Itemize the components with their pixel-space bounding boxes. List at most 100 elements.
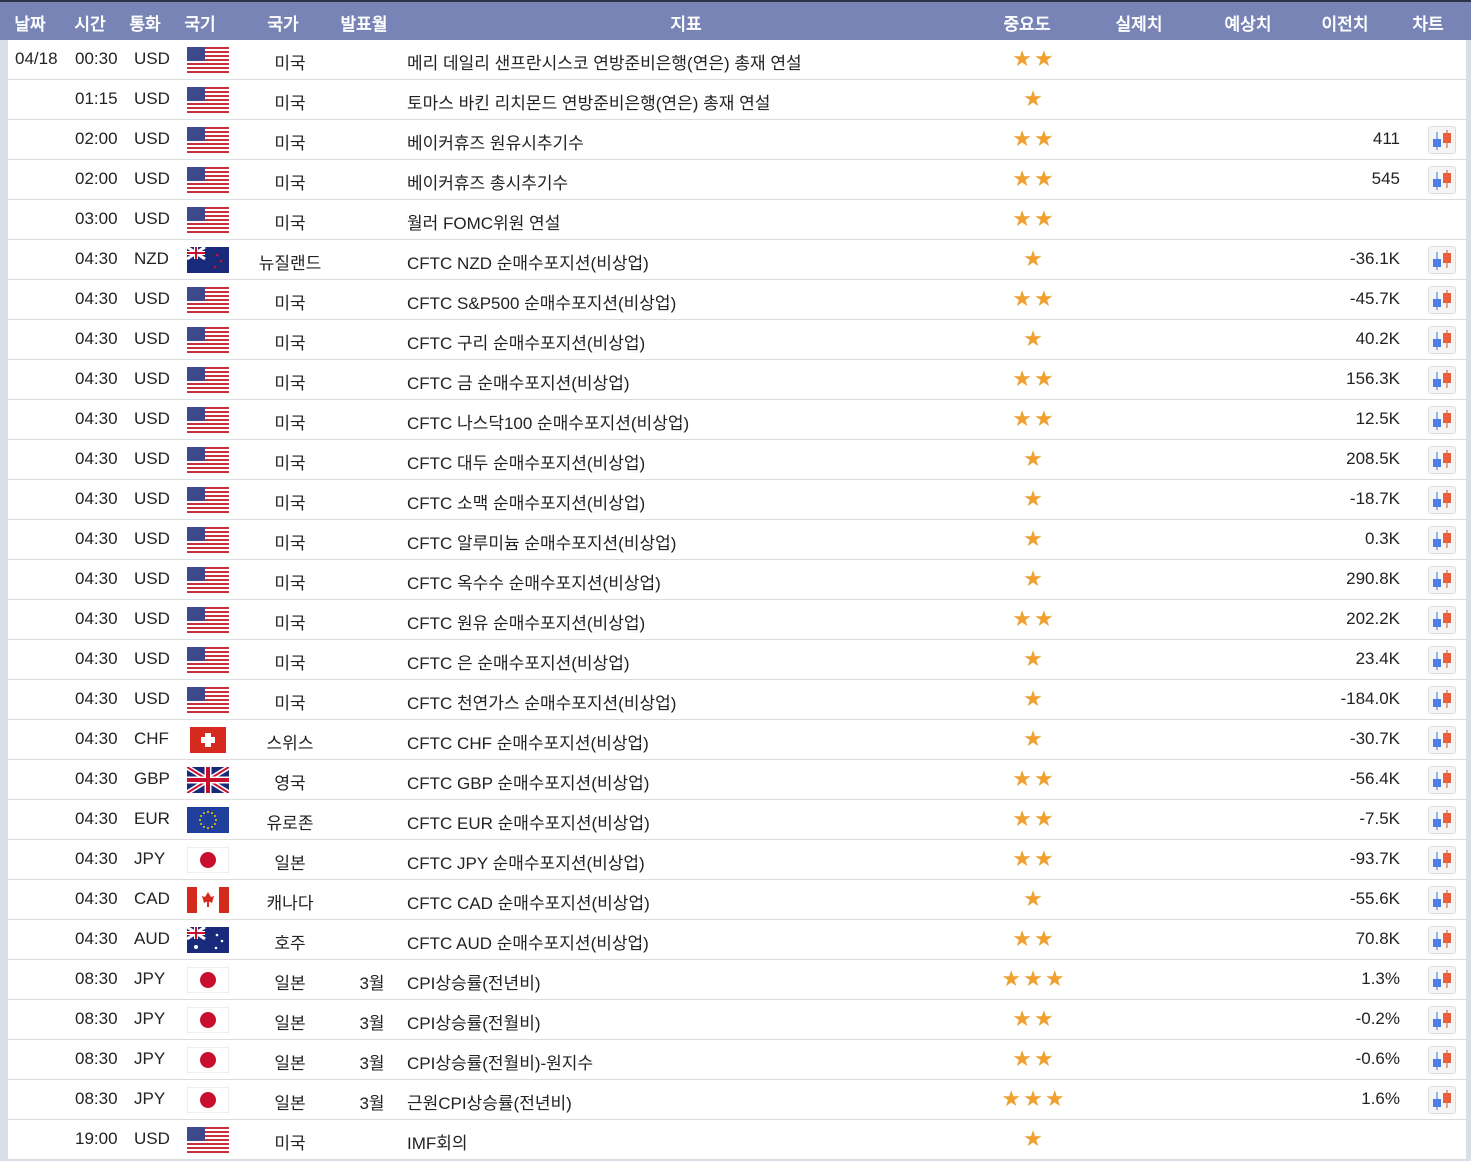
chart-button[interactable] — [1428, 646, 1456, 674]
chart-button[interactable] — [1428, 806, 1456, 834]
importance-stars-icon: ★★ — [1012, 846, 1056, 871]
flag-jp-icon — [187, 967, 229, 993]
table-row[interactable]: 04:30 JPY 일본 CFTC JPY 순매수포지션(비상업) ★★ -93… — [8, 840, 1466, 880]
chart-button[interactable] — [1428, 926, 1456, 954]
chart-button[interactable] — [1428, 966, 1456, 994]
table-row[interactable]: 04:30 USD 미국 CFTC 원유 순매수포지션(비상업) ★★ 202.… — [8, 600, 1466, 640]
indicator-link[interactable]: CFTC 옥수수 순매수포지션(비상업) — [407, 574, 661, 593]
table-row[interactable]: 04/18 00:30 USD 미국 메리 데일리 샌프란시스코 연방준비은행(… — [8, 40, 1466, 80]
table-row[interactable]: 04:30 NZD 뉴질랜드 CFTC NZD 순매수포지션(비상업) ★ -3… — [8, 240, 1466, 280]
indicator-link[interactable]: CPI상승률(전월비)-원지수 — [407, 1054, 594, 1073]
table-row[interactable]: 08:30 JPY 일본 3월 CPI상승률(전월비)-원지수 ★★ -0.6% — [8, 1040, 1466, 1080]
table-row[interactable]: 03:00 USD 미국 월러 FOMC위원 연설 ★★ — [8, 200, 1466, 240]
chart-button[interactable] — [1428, 246, 1456, 274]
chart-button[interactable] — [1428, 366, 1456, 394]
chart-button[interactable] — [1428, 606, 1456, 634]
table-row[interactable]: 04:30 CHF 스위스 CFTC CHF 순매수포지션(비상업) ★ -30… — [8, 720, 1466, 760]
indicator-link[interactable]: CFTC 구리 순매수포지션(비상업) — [407, 334, 646, 353]
chart-button[interactable] — [1428, 286, 1456, 314]
chart-button[interactable] — [1428, 686, 1456, 714]
chart-button[interactable] — [1428, 486, 1456, 514]
indicator-link[interactable]: CPI상승률(전년비) — [407, 974, 541, 993]
indicator-link[interactable]: CPI상승률(전월비) — [407, 1014, 541, 1033]
previous-value: 290.8K — [1346, 569, 1400, 588]
table-row[interactable]: 02:00 USD 미국 베이커휴즈 총시추기수 ★★ 545 — [8, 160, 1466, 200]
chart-button[interactable] — [1428, 1046, 1456, 1074]
indicator-link[interactable]: CFTC EUR 순매수포지션(비상업) — [407, 814, 650, 833]
flag-us-icon — [187, 447, 229, 473]
table-row[interactable]: 01:15 USD 미국 토마스 바킨 리치몬드 연방준비은행(연은) 총재 연… — [8, 80, 1466, 120]
table-row[interactable]: 04:30 USD 미국 CFTC 나스닥100 순매수포지션(비상업) ★★ … — [8, 400, 1466, 440]
time: 08:30 — [75, 1089, 118, 1108]
table-row[interactable]: 19:00 USD 미국 IMF회의 ★ — [8, 1120, 1466, 1160]
chart-button[interactable] — [1428, 846, 1456, 874]
indicator-link[interactable]: CFTC 대두 순매수포지션(비상업) — [407, 454, 646, 473]
table-row[interactable]: 04:30 USD 미국 CFTC 알루미늄 순매수포지션(비상업) ★ 0.3… — [8, 520, 1466, 560]
indicator-link[interactable]: 토마스 바킨 리치몬드 연방준비은행(연은) 총재 연설 — [407, 94, 771, 113]
indicator-link[interactable]: CFTC CAD 순매수포지션(비상업) — [407, 894, 650, 913]
chart-button[interactable] — [1428, 1006, 1456, 1034]
indicator-link[interactable]: 근원CPI상승률(전년비) — [407, 1094, 572, 1113]
table-row[interactable]: 04:30 USD 미국 CFTC 은 순매수포지션(비상업) ★ 23.4K — [8, 640, 1466, 680]
indicator-link[interactable]: 월러 FOMC위원 연설 — [407, 214, 561, 233]
flag-us-icon — [187, 1127, 229, 1153]
chart-button[interactable] — [1428, 526, 1456, 554]
chart-button[interactable] — [1428, 886, 1456, 914]
time: 08:30 — [75, 969, 118, 988]
header-forecast: 예상치 — [1224, 15, 1272, 34]
indicator-link[interactable]: IMF회의 — [407, 1134, 468, 1153]
chart-button[interactable] — [1428, 166, 1456, 194]
importance-stars-icon: ★ — [1023, 326, 1045, 351]
chart-button[interactable] — [1428, 406, 1456, 434]
indicator-link[interactable]: CFTC S&P500 순매수포지션(비상업) — [407, 294, 677, 313]
chart-button[interactable] — [1428, 566, 1456, 594]
indicator-link[interactable]: CFTC NZD 순매수포지션(비상업) — [407, 254, 649, 273]
indicator-link[interactable]: CFTC 알루미늄 순매수포지션(비상업) — [407, 534, 677, 553]
table-row[interactable]: 04:30 CAD 캐나다 CFTC CAD 순매수포지션(비상업) ★ -55… — [8, 880, 1466, 920]
importance-stars-icon: ★ — [1023, 686, 1045, 711]
indicator-link[interactable]: CFTC 천연가스 순매수포지션(비상업) — [407, 694, 677, 713]
chart-button[interactable] — [1428, 1086, 1456, 1114]
table-row[interactable]: 04:30 AUD 호주 CFTC AUD 순매수포지션(비상업) ★★ 70.… — [8, 920, 1466, 960]
indicator-link[interactable]: CFTC AUD 순매수포지션(비상업) — [407, 934, 649, 953]
time: 04:30 — [75, 609, 118, 628]
indicator-link[interactable]: CFTC CHF 순매수포지션(비상업) — [407, 734, 649, 753]
chart-button[interactable] — [1428, 126, 1456, 154]
table-row[interactable]: 08:30 JPY 일본 3월 CPI상승률(전월비) ★★ -0.2% — [8, 1000, 1466, 1040]
chart-button[interactable] — [1428, 766, 1456, 794]
table-row[interactable]: 04:30 USD 미국 CFTC 금 순매수포지션(비상업) ★★ 156.3… — [8, 360, 1466, 400]
table-row[interactable]: 04:30 EUR 유로존 CFTC EUR 순매수포지션(비상업) ★★ -7… — [8, 800, 1466, 840]
indicator-link[interactable]: CFTC 은 순매수포지션(비상업) — [407, 654, 630, 673]
table-row[interactable]: 04:30 USD 미국 CFTC 대두 순매수포지션(비상업) ★ 208.5… — [8, 440, 1466, 480]
indicator-link[interactable]: 베이커휴즈 총시추기수 — [407, 174, 569, 193]
chart-button[interactable] — [1428, 326, 1456, 354]
country: 미국 — [274, 294, 306, 313]
candlestick-chart-icon — [1429, 370, 1455, 397]
country: 미국 — [274, 614, 306, 633]
importance-stars-icon: ★ — [1023, 86, 1045, 111]
indicator-link[interactable]: 베이커휴즈 원유시추기수 — [407, 134, 584, 153]
indicator-link[interactable]: 메리 데일리 샌프란시스코 연방준비은행(연은) 총재 연설 — [407, 54, 802, 73]
table-row[interactable]: 08:30 JPY 일본 3월 CPI상승률(전년비) ★★★ 1.3% — [8, 960, 1466, 1000]
table-row[interactable]: 04:30 USD 미국 CFTC 소맥 순매수포지션(비상업) ★ -18.7… — [8, 480, 1466, 520]
table-row[interactable]: 04:30 USD 미국 CFTC 천연가스 순매수포지션(비상업) ★ -18… — [8, 680, 1466, 720]
indicator-link[interactable]: CFTC GBP 순매수포지션(비상업) — [407, 774, 650, 793]
previous-value: 1.6% — [1361, 1089, 1400, 1108]
chart-button[interactable] — [1428, 726, 1456, 754]
chart-button[interactable] — [1428, 446, 1456, 474]
flag-us-icon — [187, 647, 229, 673]
indicator-link[interactable]: CFTC 소맥 순매수포지션(비상업) — [407, 494, 646, 513]
indicator-link[interactable]: CFTC 금 순매수포지션(비상업) — [407, 374, 630, 393]
currency: USD — [134, 369, 170, 388]
time: 03:00 — [75, 209, 118, 228]
table-row[interactable]: 04:30 USD 미국 CFTC S&P500 순매수포지션(비상업) ★★ … — [8, 280, 1466, 320]
indicator-link[interactable]: CFTC 원유 순매수포지션(비상업) — [407, 614, 646, 633]
indicator-link[interactable]: CFTC 나스닥100 순매수포지션(비상업) — [407, 414, 690, 433]
table-row[interactable]: 08:30 JPY 일본 3월 근원CPI상승률(전년비) ★★★ 1.6% — [8, 1080, 1466, 1120]
table-row[interactable]: 04:30 GBP 영국 CFTC GBP 순매수포지션(비상업) ★★ -56… — [8, 760, 1466, 800]
table-row[interactable]: 02:00 USD 미국 베이커휴즈 원유시추기수 ★★ 411 — [8, 120, 1466, 160]
currency: USD — [134, 1129, 170, 1148]
indicator-link[interactable]: CFTC JPY 순매수포지션(비상업) — [407, 854, 645, 873]
table-row[interactable]: 04:30 USD 미국 CFTC 구리 순매수포지션(비상업) ★ 40.2K — [8, 320, 1466, 360]
table-row[interactable]: 04:30 USD 미국 CFTC 옥수수 순매수포지션(비상업) ★ 290.… — [8, 560, 1466, 600]
